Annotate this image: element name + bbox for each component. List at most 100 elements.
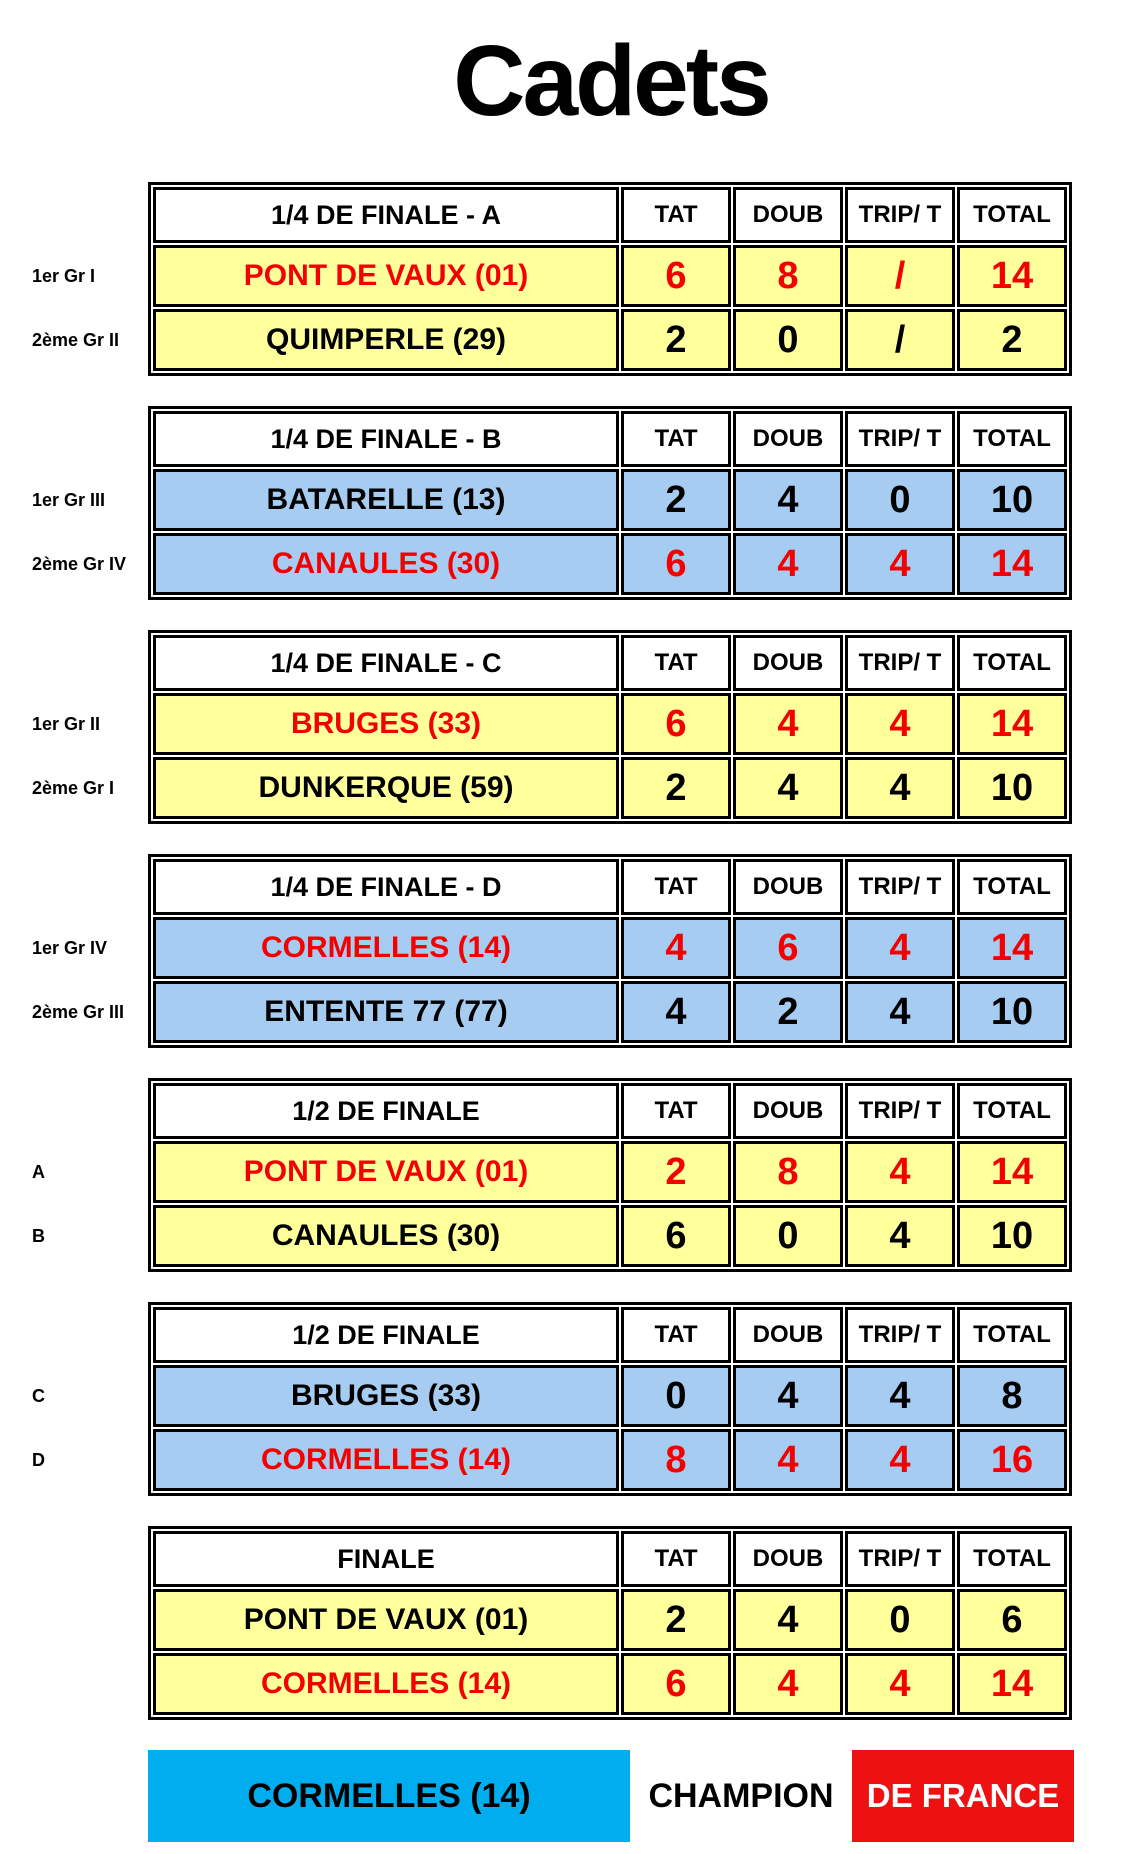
column-header-doub: DOUB bbox=[733, 1531, 843, 1587]
score-cell-doub: 0 bbox=[733, 1205, 843, 1267]
match-table: 1/4 DE FINALE - C TAT DOUB TRIP/ T TOTAL… bbox=[148, 630, 1072, 824]
score-cell-trip: 4 bbox=[845, 981, 955, 1043]
score-cell-total: 10 bbox=[957, 757, 1067, 819]
match-block: C D 1/2 DE FINALE TAT DOUB TRIP/ T TOTAL… bbox=[32, 1302, 1074, 1496]
column-header-tat: TAT bbox=[621, 1307, 731, 1363]
seed-label: 2ème Gr IV bbox=[32, 554, 127, 574]
match-title: 1/2 DE FINALE bbox=[153, 1307, 619, 1363]
de-france-box: DE FRANCE bbox=[852, 1750, 1074, 1842]
match-block: A B 1/2 DE FINALE TAT DOUB TRIP/ T TOTAL… bbox=[32, 1078, 1074, 1272]
score-cell-doub: 4 bbox=[733, 693, 843, 755]
score-cell-doub: 4 bbox=[733, 1653, 843, 1715]
column-header-doub: DOUB bbox=[733, 187, 843, 243]
team-row: PONT DE VAUX (01) 2 4 0 6 bbox=[153, 1589, 1067, 1651]
team-name: CORMELLES (14) bbox=[153, 1653, 619, 1715]
score-cell-doub: 4 bbox=[733, 1589, 843, 1651]
team-row: PONT DE VAUX (01) 6 8 / 14 bbox=[153, 245, 1067, 307]
match-table: 1/2 DE FINALE TAT DOUB TRIP/ T TOTAL BRU… bbox=[148, 1302, 1072, 1496]
column-header-trip: TRIP/ T bbox=[845, 411, 955, 467]
column-header-doub: DOUB bbox=[733, 1083, 843, 1139]
score-cell-trip: 4 bbox=[845, 1141, 955, 1203]
column-header-trip: TRIP/ T bbox=[845, 1307, 955, 1363]
column-header-trip: TRIP/ T bbox=[845, 1531, 955, 1587]
seed-label bbox=[32, 1653, 144, 1715]
team-name: PONT DE VAUX (01) bbox=[153, 245, 619, 307]
team-name: ENTENTE 77 (77) bbox=[153, 981, 619, 1043]
score-cell-total: 14 bbox=[957, 1141, 1067, 1203]
score-cell-tat: 2 bbox=[621, 1141, 731, 1203]
page-title: Cadets bbox=[453, 25, 771, 137]
team-name: BRUGES (33) bbox=[153, 693, 619, 755]
score-cell-trip: 4 bbox=[845, 1429, 955, 1491]
score-cell-tat: 2 bbox=[621, 1589, 731, 1651]
column-header-total: TOTAL bbox=[957, 411, 1067, 467]
column-header-trip: TRIP/ T bbox=[845, 859, 955, 915]
match-table: 1/4 DE FINALE - B TAT DOUB TRIP/ T TOTAL… bbox=[148, 406, 1072, 600]
match-block: 1er Gr III 2ème Gr IV 1/4 DE FINALE - B … bbox=[32, 406, 1074, 600]
header-row: 1/2 DE FINALE TAT DOUB TRIP/ T TOTAL bbox=[153, 1083, 1067, 1139]
champion-label: CHAMPION bbox=[648, 1776, 834, 1815]
score-cell-trip: 4 bbox=[845, 917, 955, 979]
champion-strip: CORMELLES (14) CHAMPION DE FRANCE bbox=[148, 1750, 1074, 1842]
score-cell-trip: 4 bbox=[845, 693, 955, 755]
score-cell-tat: 4 bbox=[621, 917, 731, 979]
score-cell-total: 6 bbox=[957, 1589, 1067, 1651]
champion-team-box: CORMELLES (14) bbox=[148, 1750, 630, 1842]
header-row: 1/4 DE FINALE - C TAT DOUB TRIP/ T TOTAL bbox=[153, 635, 1067, 691]
header-row: 1/4 DE FINALE - B TAT DOUB TRIP/ T TOTAL bbox=[153, 411, 1067, 467]
match-table: 1/4 DE FINALE - D TAT DOUB TRIP/ T TOTAL… bbox=[148, 854, 1072, 1048]
team-row: CANAULES (30) 6 4 4 14 bbox=[153, 533, 1067, 595]
score-cell-tat: 6 bbox=[621, 1205, 731, 1267]
team-row: CORMELLES (14) 4 6 4 14 bbox=[153, 917, 1067, 979]
score-cell-doub: 4 bbox=[733, 757, 843, 819]
column-header-doub: DOUB bbox=[733, 635, 843, 691]
score-cell-trip: 4 bbox=[845, 1205, 955, 1267]
column-header-tat: TAT bbox=[621, 635, 731, 691]
match-title: 1/4 DE FINALE - A bbox=[153, 187, 619, 243]
match-table: 1/2 DE FINALE TAT DOUB TRIP/ T TOTAL PON… bbox=[148, 1078, 1072, 1272]
team-row: CORMELLES (14) 8 4 4 16 bbox=[153, 1429, 1067, 1491]
score-cell-tat: 2 bbox=[621, 757, 731, 819]
score-cell-doub: 8 bbox=[733, 245, 843, 307]
score-cell-total: 16 bbox=[957, 1429, 1067, 1491]
score-cell-doub: 2 bbox=[733, 981, 843, 1043]
match-block: 1er Gr II 2ème Gr I 1/4 DE FINALE - C TA… bbox=[32, 630, 1074, 824]
score-cell-total: 14 bbox=[957, 533, 1067, 595]
match-block: 1er Gr I 2ème Gr II 1/4 DE FINALE - A TA… bbox=[32, 182, 1074, 376]
column-header-total: TOTAL bbox=[957, 1531, 1067, 1587]
score-cell-trip: 0 bbox=[845, 1589, 955, 1651]
score-cell-tat: 6 bbox=[621, 1653, 731, 1715]
team-row: QUIMPERLE (29) 2 0 / 2 bbox=[153, 309, 1067, 371]
header-row: 1/4 DE FINALE - D TAT DOUB TRIP/ T TOTAL bbox=[153, 859, 1067, 915]
column-header-tat: TAT bbox=[621, 1531, 731, 1587]
team-row: BRUGES (33) 6 4 4 14 bbox=[153, 693, 1067, 755]
column-header-trip: TRIP/ T bbox=[845, 1083, 955, 1139]
seed-label: B bbox=[32, 1226, 45, 1246]
score-cell-trip: 0 bbox=[845, 469, 955, 531]
seed-label bbox=[32, 1589, 144, 1651]
score-cell-total: 8 bbox=[957, 1365, 1067, 1427]
column-header-tat: TAT bbox=[621, 411, 731, 467]
score-cell-doub: 8 bbox=[733, 1141, 843, 1203]
team-name: BATARELLE (13) bbox=[153, 469, 619, 531]
team-row: DUNKERQUE (59) 2 4 4 10 bbox=[153, 757, 1067, 819]
score-cell-doub: 4 bbox=[733, 533, 843, 595]
seed-label: 1er Gr III bbox=[32, 490, 106, 510]
team-name: PONT DE VAUX (01) bbox=[153, 1141, 619, 1203]
column-header-trip: TRIP/ T bbox=[845, 187, 955, 243]
score-cell-trip: 4 bbox=[845, 1365, 955, 1427]
score-cell-tat: 4 bbox=[621, 981, 731, 1043]
column-header-doub: DOUB bbox=[733, 411, 843, 467]
column-header-total: TOTAL bbox=[957, 859, 1067, 915]
team-row: CORMELLES (14) 6 4 4 14 bbox=[153, 1653, 1067, 1715]
score-cell-doub: 4 bbox=[733, 1429, 843, 1491]
team-name: CORMELLES (14) bbox=[153, 917, 619, 979]
score-cell-trip: 4 bbox=[845, 1653, 955, 1715]
team-row: ENTENTE 77 (77) 4 2 4 10 bbox=[153, 981, 1067, 1043]
score-cell-total: 14 bbox=[957, 1653, 1067, 1715]
team-row: CANAULES (30) 6 0 4 10 bbox=[153, 1205, 1067, 1267]
score-cell-tat: 6 bbox=[621, 693, 731, 755]
match-block: FINALE TAT DOUB TRIP/ T TOTAL PONT DE VA… bbox=[148, 1526, 1074, 1720]
seed-label: 2ème Gr III bbox=[32, 1002, 125, 1022]
header-row: 1/4 DE FINALE - A TAT DOUB TRIP/ T TOTAL bbox=[153, 187, 1067, 243]
